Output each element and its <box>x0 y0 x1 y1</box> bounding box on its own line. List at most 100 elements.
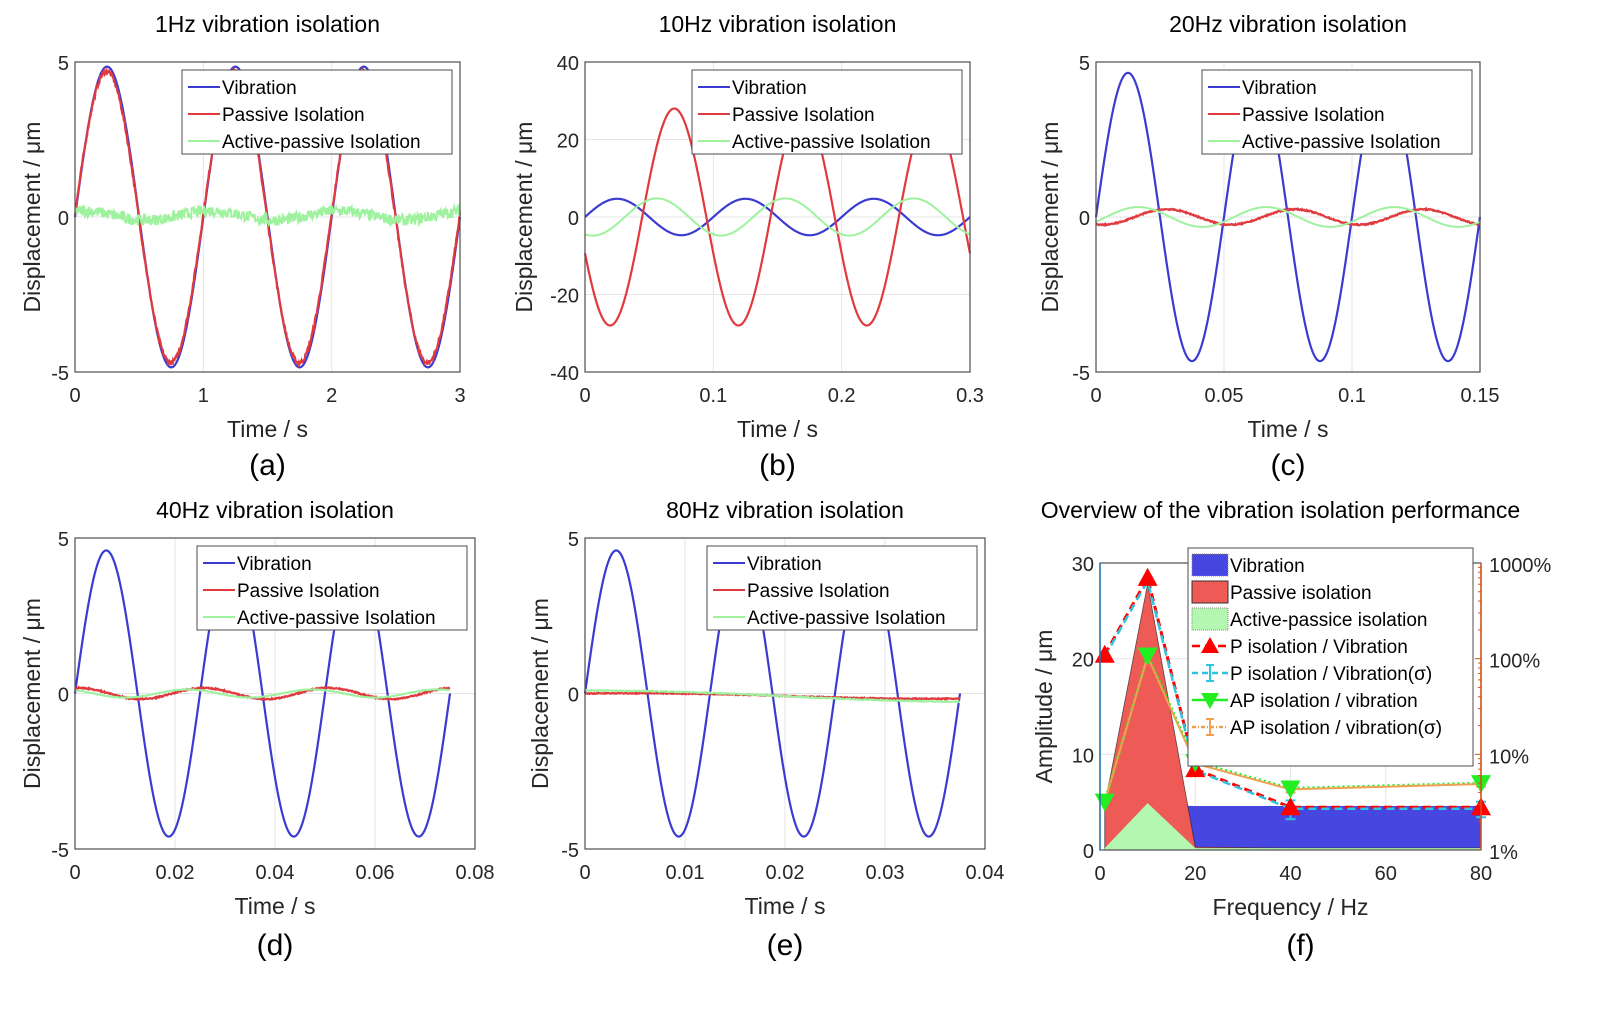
legend-box <box>706 545 978 631</box>
legend-box <box>1187 547 1474 767</box>
legend-box <box>1201 69 1473 155</box>
y-tick-label: 5 <box>568 529 579 551</box>
legend-entry: Active-passive Isolation <box>747 608 946 629</box>
x-tick-label: 0.04 <box>966 862 1005 884</box>
chart-title: 10Hz vibration isolation <box>659 11 897 37</box>
legend-entry: Passive Isolation <box>732 105 875 126</box>
y-tick-label: -5 <box>561 840 579 862</box>
x-tick-label: 60 <box>1375 863 1397 885</box>
legend-box <box>181 69 453 155</box>
panel-label: (b) <box>759 449 796 482</box>
p-ratio-line <box>1103 573 1481 809</box>
panel-label: (f) <box>1286 929 1314 962</box>
legend: Vibration Passive Isolation Active-passive… <box>691 69 963 155</box>
x-tick-label: 0 <box>69 862 80 884</box>
y-tick-label: -5 <box>51 840 69 862</box>
marker-triangle-down <box>1137 647 1158 666</box>
marker-triangle-down <box>1280 780 1301 799</box>
legend-entry: Vibration <box>732 78 807 99</box>
y-tick-label: 20 <box>557 131 579 153</box>
legend: Vibration Passive Isolation Active-passive… <box>706 545 978 631</box>
axes-box <box>74 537 476 850</box>
y-tick-label: -5 <box>1072 363 1090 385</box>
panel-label: (e) <box>767 929 804 962</box>
legend-entry: Vibration <box>237 554 312 575</box>
panel-d: 40Hz vibration isolation 0 0.02 0.04 0.06 0.0… <box>19 497 494 962</box>
series-line-passive-isolation <box>74 685 451 702</box>
legend: Vibration Passive Isolation Active-passive… <box>1201 69 1473 155</box>
y-tick-label: 5 <box>1079 53 1090 75</box>
x-tick-label: 0.15 <box>1461 385 1500 407</box>
series-line-passive-isolation <box>583 107 972 327</box>
legend-entry: Passive Isolation <box>237 581 380 602</box>
y2-tick-label: 1000% <box>1489 555 1551 577</box>
y-tick-label: 0 <box>1079 208 1090 230</box>
x-tick-label: 2 <box>326 385 337 407</box>
area-vibration <box>1104 804 1481 850</box>
series-line-active-passive-isolation <box>1095 206 1481 228</box>
y-axis-label: Displacement / μm <box>19 598 45 789</box>
x-tick-label: 0.1 <box>1338 385 1366 407</box>
x-axis-label: Frequency / Hz <box>1213 894 1369 920</box>
y-tick-label: 30 <box>1072 554 1094 576</box>
chart-title: 1Hz vibration isolation <box>155 11 380 37</box>
legend-box <box>691 69 963 155</box>
axes-box <box>1095 61 1481 373</box>
legend-entry: AP isolation / vibration <box>1230 691 1418 712</box>
legend-entry: Active-passive Isolation <box>732 132 931 153</box>
chart-title: 40Hz vibration isolation <box>156 497 394 523</box>
series-line-active-passive-isolation <box>74 202 461 228</box>
x-tick-label: 0.05 <box>1205 385 1244 407</box>
legend-box <box>196 545 468 631</box>
series-line-vibration <box>584 197 971 237</box>
x-tick-label: 0 <box>1094 863 1105 885</box>
panel-label: (c) <box>1271 449 1306 482</box>
legend-entry: Active-passive Isolation <box>1242 132 1441 153</box>
panel-label: (a) <box>249 449 286 482</box>
x-axis-label: Time / s <box>737 416 818 442</box>
y2-tick-label: 1% <box>1489 842 1518 864</box>
x-axis-label: Time / s <box>235 893 316 919</box>
legend-entry: P isolation / Vibration <box>1230 637 1408 658</box>
x-axis-label: Time / s <box>1248 416 1329 442</box>
panel-f: Overview of the vibration isolation perf… <box>1031 497 1551 962</box>
legend-entry: Vibration <box>1230 556 1305 577</box>
series-line-active-passive-isolation <box>584 197 971 237</box>
chart-title: 20Hz vibration isolation <box>1169 11 1407 37</box>
series-line-vibration <box>73 549 452 838</box>
x-tick-label: 0.04 <box>256 862 295 884</box>
axes-box <box>584 61 971 373</box>
y-tick-label: 0 <box>1083 841 1094 863</box>
legend: Vibration Passive Isolation Active-passive… <box>196 545 468 631</box>
legend-entry: Passive Isolation <box>222 105 365 126</box>
legend-entry: Active-passive Isolation <box>222 132 421 153</box>
y-axis-label: Amplitude / μm <box>1031 630 1057 784</box>
y-axis-label: Displacement / μm <box>19 122 45 313</box>
x-tick-label: 0 <box>579 385 590 407</box>
x-tick-label: 40 <box>1279 863 1301 885</box>
y-tick-label: -20 <box>550 286 579 308</box>
legend-area-swatch <box>1191 553 1229 577</box>
y-tick-label: 0 <box>568 208 579 230</box>
x-axis-label: Time / s <box>227 416 308 442</box>
x-tick-label: 0.08 <box>456 862 495 884</box>
axes-box <box>74 61 461 373</box>
x-tick-label: 80 <box>1470 863 1492 885</box>
legend-entry: AP isolation / vibration(σ) <box>1230 718 1442 739</box>
panel-b: 10Hz vibration isolation 0 0.1 0.2 0.3 -40 -20… <box>511 11 984 482</box>
chart-title: Overview of the vibration isolation perf… <box>1041 497 1520 523</box>
y-axis-label: Displacement / μm <box>1037 122 1063 313</box>
legend-marker-triangle-down <box>1201 693 1219 709</box>
x-tick-label: 0.02 <box>766 862 805 884</box>
y-tick-label: 40 <box>557 53 579 75</box>
panel-e: 80Hz vibration isolation 0 0.01 0.02 0.03 0.0… <box>527 497 1004 962</box>
y-tick-label: 5 <box>58 53 69 75</box>
legend-entry: Passive Isolation <box>1242 105 1385 126</box>
chart-title: 80Hz vibration isolation <box>666 497 904 523</box>
legend-entry: Vibration <box>747 554 822 575</box>
y-tick-label: 20 <box>1072 650 1094 672</box>
x-tick-label: 20 <box>1184 863 1206 885</box>
